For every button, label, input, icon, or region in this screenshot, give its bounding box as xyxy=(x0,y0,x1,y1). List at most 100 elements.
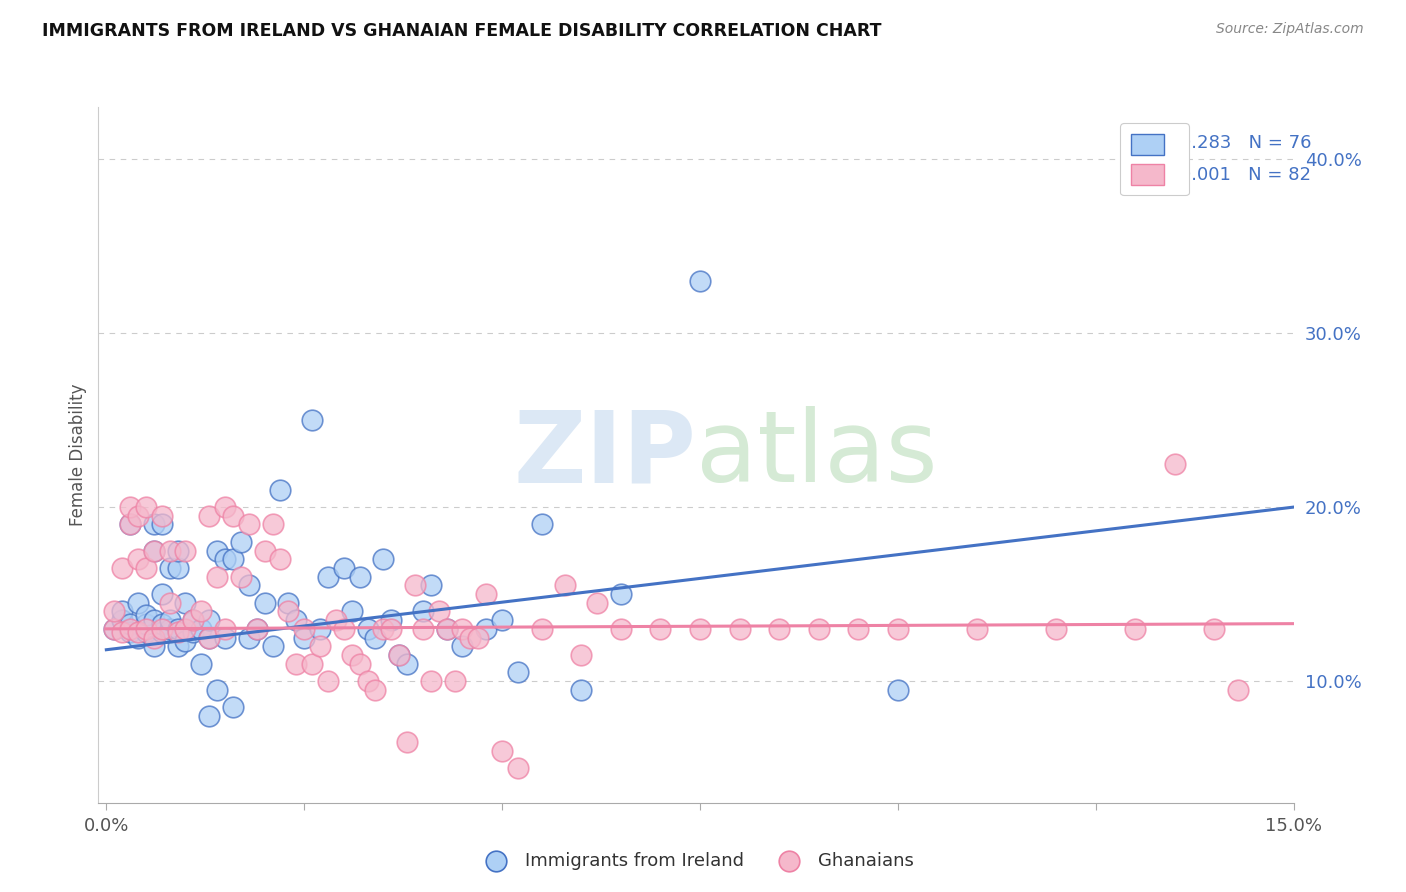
Text: atlas: atlas xyxy=(696,407,938,503)
Point xyxy=(412,622,434,636)
Point xyxy=(238,517,260,532)
Point xyxy=(166,543,188,558)
Point xyxy=(966,622,988,636)
Point xyxy=(183,613,205,627)
Point xyxy=(166,625,188,640)
Point xyxy=(491,613,513,627)
Point xyxy=(491,744,513,758)
Point xyxy=(120,622,142,636)
Point xyxy=(436,622,458,636)
Point xyxy=(120,517,142,532)
Point xyxy=(238,631,260,645)
Point xyxy=(380,622,402,636)
Point xyxy=(103,622,125,636)
Point xyxy=(530,622,553,636)
Point xyxy=(135,607,157,622)
Text: R = 0.283   N = 76: R = 0.283 N = 76 xyxy=(1140,135,1312,153)
Text: ZIP: ZIP xyxy=(513,407,696,503)
Point xyxy=(333,561,356,575)
Point xyxy=(404,578,426,592)
Point xyxy=(396,735,419,749)
Point xyxy=(349,657,371,671)
Point xyxy=(159,543,181,558)
Point xyxy=(127,631,149,645)
Point xyxy=(142,639,165,653)
Point xyxy=(142,631,165,645)
Point xyxy=(135,500,157,514)
Point xyxy=(120,625,142,640)
Point xyxy=(183,625,205,640)
Point xyxy=(214,552,236,566)
Point xyxy=(451,622,474,636)
Point xyxy=(356,622,378,636)
Point xyxy=(451,639,474,653)
Point xyxy=(436,622,458,636)
Point xyxy=(292,622,315,636)
Point xyxy=(150,587,173,601)
Point xyxy=(120,616,142,631)
Point xyxy=(373,552,395,566)
Point xyxy=(349,569,371,583)
Point xyxy=(419,674,441,689)
Point xyxy=(846,622,869,636)
Point xyxy=(142,517,165,532)
Legend: Immigrants from Ireland, Ghanaians: Immigrants from Ireland, Ghanaians xyxy=(471,845,921,877)
Point xyxy=(340,648,363,662)
Point xyxy=(214,500,236,514)
Point xyxy=(120,500,142,514)
Point xyxy=(586,596,609,610)
Point xyxy=(135,622,157,636)
Point xyxy=(174,622,197,636)
Point xyxy=(475,622,498,636)
Point xyxy=(205,682,228,697)
Point xyxy=(325,613,347,627)
Point xyxy=(159,561,181,575)
Point xyxy=(887,622,910,636)
Point xyxy=(214,631,236,645)
Point xyxy=(388,648,411,662)
Point xyxy=(301,413,323,427)
Y-axis label: Female Disability: Female Disability xyxy=(69,384,87,526)
Point xyxy=(262,517,284,532)
Point xyxy=(127,625,149,640)
Point xyxy=(1204,622,1226,636)
Point xyxy=(253,596,276,610)
Point xyxy=(277,596,299,610)
Point xyxy=(103,622,125,636)
Point xyxy=(103,605,125,619)
Point xyxy=(419,578,441,592)
Point xyxy=(159,596,181,610)
Point xyxy=(198,508,221,523)
Point xyxy=(364,682,387,697)
Point xyxy=(111,605,134,619)
Point xyxy=(728,622,751,636)
Point xyxy=(610,622,633,636)
Point xyxy=(292,631,315,645)
Point xyxy=(174,543,197,558)
Point xyxy=(569,682,592,697)
Point xyxy=(530,517,553,532)
Point xyxy=(316,569,339,583)
Point xyxy=(364,631,387,645)
Point xyxy=(689,274,711,288)
Point xyxy=(388,648,411,662)
Point xyxy=(198,708,221,723)
Point xyxy=(246,622,269,636)
Point xyxy=(460,631,482,645)
Point xyxy=(222,508,245,523)
Point xyxy=(127,508,149,523)
Point xyxy=(373,622,395,636)
Point xyxy=(301,657,323,671)
Point xyxy=(150,508,173,523)
Point xyxy=(198,631,221,645)
Point xyxy=(309,639,332,653)
Point xyxy=(807,622,830,636)
Point xyxy=(166,622,188,636)
Point xyxy=(262,639,284,653)
Point xyxy=(1123,622,1146,636)
Point xyxy=(506,665,529,680)
Point xyxy=(142,543,165,558)
Point xyxy=(159,613,181,627)
Point xyxy=(475,587,498,601)
Point xyxy=(309,622,332,636)
